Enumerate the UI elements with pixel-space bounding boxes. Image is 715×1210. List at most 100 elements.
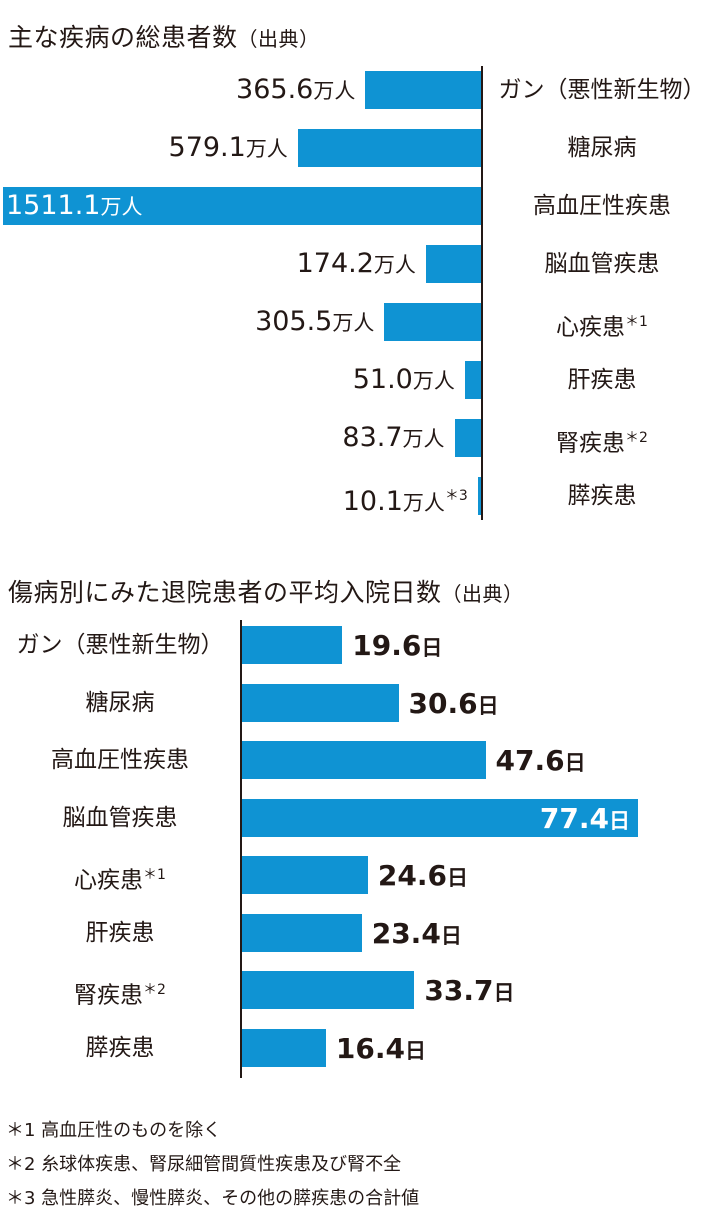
chart2-category-0: ガン（悪性新生物） [17, 627, 224, 663]
chart2-value-label-5: 23.4日 [372, 916, 462, 952]
chart2-value-label-1: 30.6日 [409, 686, 499, 722]
chart2-value-label-4: 24.6日 [378, 858, 468, 894]
chart1-value-label-6: 83.7万人 [342, 420, 444, 456]
chart2-category-7: 膵疾患 [86, 1030, 155, 1066]
chart1-bar-7 [477, 477, 481, 515]
chart2-category-text-2: 高血圧性疾患 [51, 747, 189, 773]
chart1-value-label-4: 305.5万人 [255, 304, 374, 340]
chart1-category-3: 脳血管疾患 [545, 246, 660, 282]
footnote-2: ＊2 糸球体疾患、腎尿細管間質性疾患及び腎不全 [6, 1154, 402, 1175]
chart1-value-7: 10.1 [342, 486, 403, 517]
chart1-value-label-3: 174.2万人 [297, 246, 416, 282]
chart2-value-label-0: 19.6日 [352, 628, 442, 664]
chart2-bar-0 [242, 626, 343, 664]
chart1-value-unit-1: 万人 [245, 137, 288, 161]
chart2-value-4: 24.6 [377, 859, 447, 892]
chart1-value-unit-5: 万人 [412, 369, 455, 393]
chart2-value-unit-5: 日 [440, 923, 462, 948]
chart2-value-unit-6: 日 [493, 981, 515, 1005]
chart2-value-5: 23.4 [371, 916, 441, 950]
chart1-value-4: 305.5 [255, 306, 333, 337]
chart1-bar-3 [425, 245, 481, 283]
chart1-bar-6 [454, 419, 481, 457]
chart1-title: 主な疾病の総患者数（出典） [8, 18, 320, 54]
footnote-3: ＊3 急性膵炎、慢性膵炎、その他の膵疾患の合計値 [6, 1188, 420, 1209]
chart2-value-unit-4: 日 [446, 866, 468, 890]
chart1-category-footnote-4: ＊1 [625, 314, 648, 330]
chart1-bar-4 [384, 303, 481, 341]
chart2-value-label-6: 33.7日 [424, 973, 514, 1009]
chart1-value-3: 174.2 [296, 248, 374, 279]
chart2-value-label-7: 16.4日 [336, 1031, 426, 1067]
chart2-bar-2 [242, 741, 486, 779]
chart1-category-footnote-6: ＊2 [625, 430, 648, 446]
chart1-category-text-4: 心疾患 [556, 314, 626, 341]
chart1-bar-2 [3, 187, 481, 225]
chart1-value-unit-3: 万人 [373, 253, 416, 277]
chart2-bar-1 [242, 683, 399, 722]
chart1-value-0: 365.6 [236, 74, 314, 105]
chart2-value-label-2: 47.6日 [496, 743, 586, 779]
chart1-value-unit-7: 万人 [402, 491, 445, 515]
chart1-value-footnote-7: ＊3 [444, 488, 468, 504]
chart1-value-label-7: 10.1万人＊3 [342, 478, 468, 517]
chart1-value-1: 579.1 [168, 132, 246, 163]
chart1-value-unit-2: 万人 [100, 195, 143, 219]
chart1-category-text-6: 腎疾患 [556, 430, 626, 457]
chart1-category-text-3: 脳血管疾患 [544, 251, 660, 277]
chart1-value-6: 83.7 [342, 422, 403, 453]
chart2-value-unit-0: 日 [421, 636, 443, 660]
chart1-bar-1 [297, 129, 481, 167]
chart2-value-unit-2: 日 [564, 751, 586, 775]
chart1-category-text-1: 糖尿病 [567, 135, 637, 161]
chart2-category-6: 腎疾患＊2 [74, 972, 166, 1009]
chart2-value-label-3: 77.4日 [540, 801, 630, 837]
chart2-category-4: 心疾患＊1 [74, 857, 166, 894]
chart1-value-2: 1511.1 [6, 190, 101, 221]
chart2-title: 傷病別にみた退院患者の平均入院日数（出典） [8, 573, 524, 609]
chart2-category-1: 糖尿病 [86, 685, 155, 721]
chart1-bar-0 [365, 71, 481, 109]
chart1-value-label-1: 579.1万人 [169, 130, 288, 166]
chart1-value-label-0: 365.6万人 [236, 72, 355, 108]
chart2-title-text: 傷病別にみた退院患者の平均入院日数 [8, 578, 442, 607]
chart1-category-text-7: 膵疾患 [567, 483, 637, 509]
chart1-value-5: 51.0 [352, 364, 413, 395]
chart1-value-unit-6: 万人 [402, 427, 445, 451]
chart1-category-text-0: ガン（悪性新生物） [498, 77, 706, 103]
chart1-category-2: 高血圧性疾患 [533, 188, 671, 224]
chart2-bar-4 [242, 856, 368, 894]
chart2-bar-3 [242, 798, 638, 837]
chart2-category-text-0: ガン（悪性新生物） [16, 632, 224, 658]
chart2-value-3: 77.4 [539, 801, 609, 835]
chart1-category-5: 肝疾患 [568, 362, 637, 398]
chart2-bar-6 [242, 971, 415, 1009]
chart1-category-0: ガン（悪性新生物） [499, 72, 706, 108]
chart2-bar-5 [242, 913, 362, 952]
chart1-category-text-5: 肝疾患 [567, 367, 637, 393]
chart2-source-note: （出典） [441, 582, 524, 606]
chart2-bar-7 [242, 1028, 326, 1067]
chart2-value-unit-1: 日 [477, 693, 499, 718]
chart2-category-footnote-6: ＊2 [143, 982, 166, 998]
chart2-category-2: 高血圧性疾患 [51, 742, 189, 778]
chart1-title-text: 主な疾病の総患者数 [8, 23, 238, 52]
chart2-category-text-6: 腎疾患 [74, 982, 144, 1009]
chart2-category-text-1: 糖尿病 [85, 689, 155, 716]
chart1-value-label-2: 1511.1万人 [6, 188, 142, 224]
chart2-category-footnote-4: ＊1 [143, 867, 166, 883]
chart1-axis [481, 66, 483, 520]
chart1-value-unit-4: 万人 [332, 311, 375, 335]
chart2-category-text-4: 心疾患 [74, 867, 144, 894]
chart1-category-4: 心疾患＊1 [556, 304, 648, 341]
chart1-category-text-2: 高血圧性疾患 [533, 193, 671, 219]
footnote-1: ＊1 高血圧性のものを除く [6, 1120, 222, 1141]
chart2-category-5: 肝疾患 [86, 915, 155, 951]
chart2-value-7: 16.4 [335, 1031, 405, 1065]
chart2-category-text-3: 脳血管疾患 [62, 804, 178, 831]
chart2-value-unit-3: 日 [609, 808, 630, 833]
chart2-value-1: 30.6 [408, 686, 478, 720]
chart1-value-unit-0: 万人 [313, 79, 356, 103]
chart2-category-3: 脳血管疾患 [63, 800, 178, 836]
